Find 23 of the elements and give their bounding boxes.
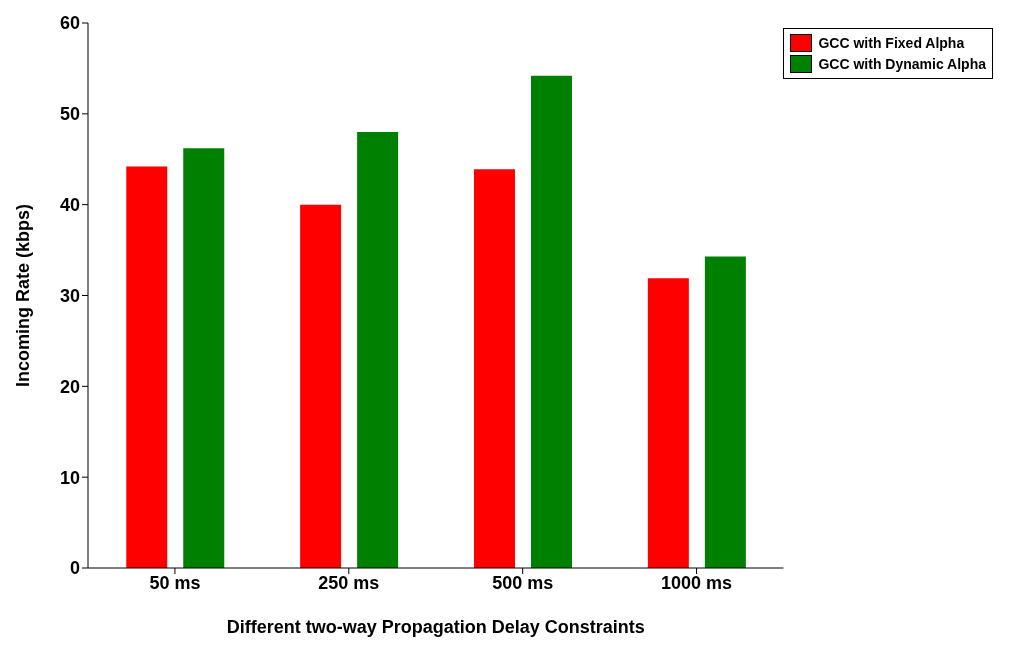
x-tick-label: 250 ms [318,572,380,593]
y-tick-label: 30 [59,285,80,306]
bar [473,169,515,568]
y-tick-label: 60 [59,13,80,34]
x-tick-label: 50 ms [149,572,201,593]
bar [357,132,399,568]
bar [183,148,225,568]
legend-label: GCC with Dynamic Alpha [818,56,986,72]
legend-label: GCC with Fixed Alpha [818,35,965,51]
y-tick-label: 10 [59,467,80,488]
y-axis-title: Incoming Rate (kbps) [13,203,34,388]
bar [530,75,572,568]
x-tick-label: 1000 ms [661,572,733,593]
bar [126,166,168,568]
y-tick-label: 0 [69,558,80,579]
bar [647,278,689,568]
y-tick-label: 50 [59,104,80,125]
bar [300,204,342,568]
bar [704,256,746,568]
x-axis-title: Different two-way Propagation Delay Constraints [226,617,645,637]
x-tick-label: 500 ms [492,572,554,593]
y-tick-label: 40 [59,195,80,216]
y-tick-label: 20 [59,376,80,397]
